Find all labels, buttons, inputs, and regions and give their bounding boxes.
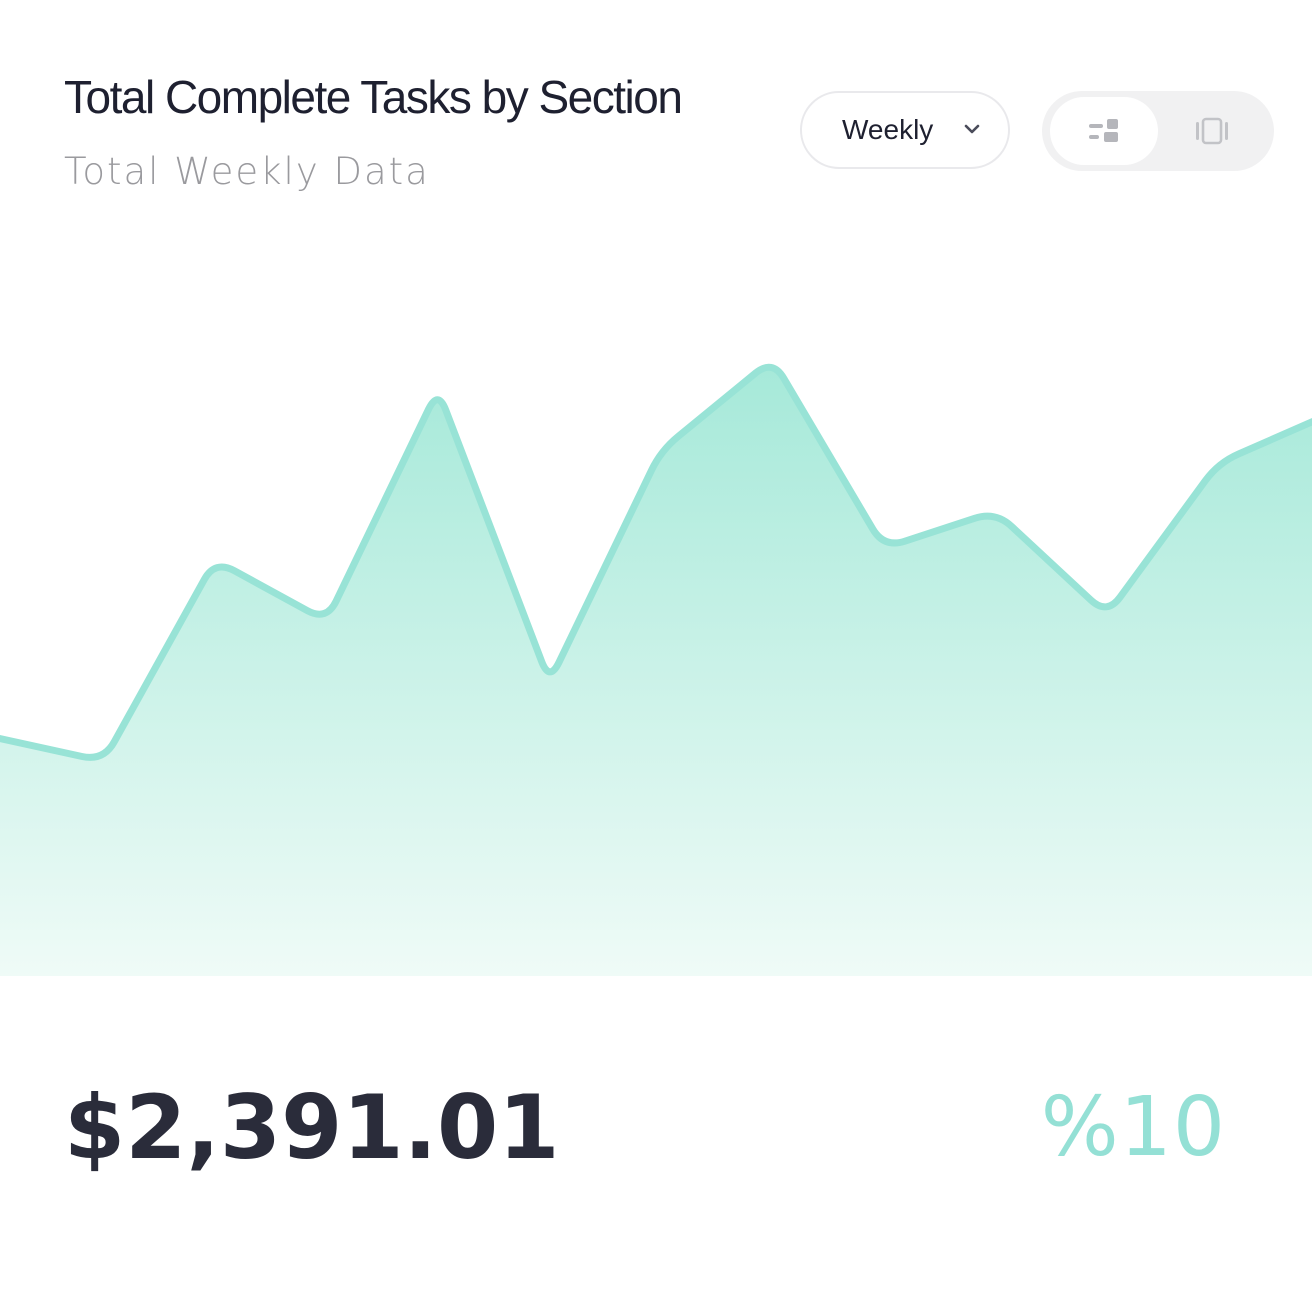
period-dropdown[interactable]: Weekly: [800, 91, 1010, 169]
card-title: Total Complete Tasks by Section: [64, 71, 683, 123]
card-subtitle: Total Weekly Data: [64, 150, 430, 193]
change-percent: %10: [1040, 1080, 1226, 1175]
total-amount: $2,391.01: [64, 1076, 560, 1179]
view-toggle: [1042, 91, 1274, 171]
chevron-down-icon: [964, 124, 980, 134]
area-line: [0, 363, 1312, 761]
area-chart: [0, 363, 1312, 976]
dashboard-layout-icon: [1089, 119, 1118, 142]
dashboard-view-button[interactable]: [1050, 97, 1158, 165]
card-view-button[interactable]: [1158, 97, 1266, 165]
carousel-card-icon: [1196, 117, 1228, 145]
period-dropdown-label: Weekly: [842, 114, 934, 145]
